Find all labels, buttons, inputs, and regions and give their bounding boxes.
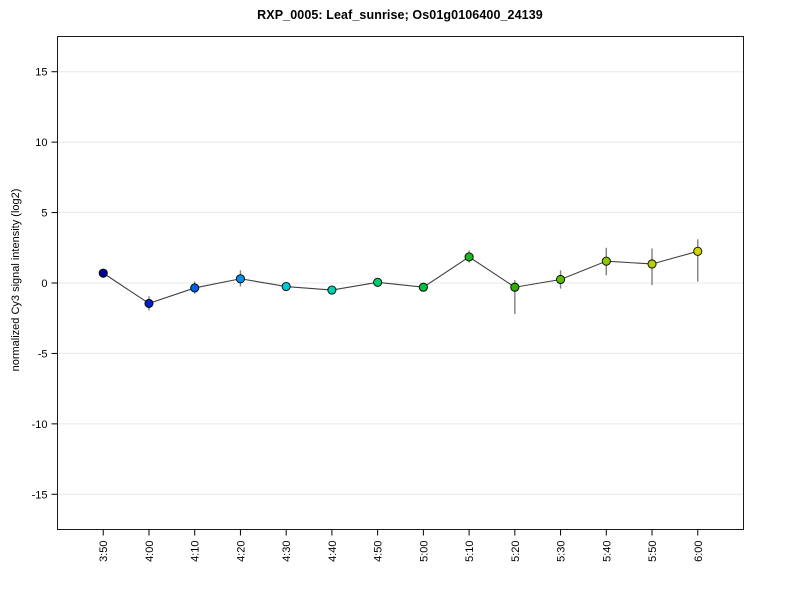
x-tick-label: 5:50 bbox=[647, 541, 659, 562]
x-tick-label: 5:40 bbox=[601, 541, 613, 562]
data-point bbox=[144, 298, 154, 308]
x-tick-label: 4:00 bbox=[144, 541, 156, 562]
x-tick-label: 6:00 bbox=[693, 541, 705, 562]
x-axis-ticks: 3:50 4:00 4:10 4:20 4:30 4:40 4:50 5:00 5:10 5:20… bbox=[98, 529, 705, 562]
data-point bbox=[601, 256, 611, 266]
data-point bbox=[510, 282, 520, 292]
x-tick-label: 3:50 bbox=[98, 541, 110, 562]
x-tick-label: 5:00 bbox=[418, 541, 430, 562]
y-axis-ticks: 15 10 5 0 -5 -10 -15 bbox=[32, 67, 58, 501]
data-point bbox=[190, 283, 200, 293]
gridlines bbox=[57, 71, 744, 495]
data-point bbox=[418, 282, 428, 292]
x-tick-label: 4:50 bbox=[373, 541, 385, 562]
x-tick-label: 5:10 bbox=[464, 541, 476, 562]
y-tick-label: 15 bbox=[35, 67, 47, 79]
y-tick-label: -10 bbox=[32, 419, 48, 431]
y-tick-label: -5 bbox=[38, 348, 48, 360]
y-tick-label: 0 bbox=[41, 278, 47, 290]
x-tick-label: 5:30 bbox=[556, 541, 568, 562]
data-markers bbox=[98, 246, 703, 308]
data-point bbox=[556, 274, 566, 285]
data-point bbox=[373, 277, 383, 287]
y-tick-label: -15 bbox=[32, 489, 48, 501]
error-bars bbox=[148, 239, 699, 314]
plot-frame bbox=[57, 36, 744, 530]
y-tick-label: 10 bbox=[35, 137, 47, 149]
x-tick-label: 4:30 bbox=[281, 541, 293, 562]
data-point bbox=[235, 274, 245, 284]
x-tick-label: 4:10 bbox=[190, 541, 202, 562]
data-point bbox=[464, 252, 474, 262]
data-point bbox=[693, 246, 703, 256]
data-point bbox=[327, 285, 337, 295]
y-tick-label: 5 bbox=[41, 208, 47, 220]
chart-title: RXP_0005: Leaf_sunrise; Os01g0106400_241… bbox=[257, 8, 543, 22]
data-line bbox=[102, 250, 698, 305]
data-point bbox=[98, 268, 108, 278]
x-tick-label: 4:20 bbox=[235, 541, 247, 562]
data-point bbox=[281, 281, 291, 292]
x-tick-label: 5:20 bbox=[510, 541, 522, 562]
x-tick-label: 4:40 bbox=[327, 541, 339, 562]
data-point bbox=[647, 259, 657, 269]
